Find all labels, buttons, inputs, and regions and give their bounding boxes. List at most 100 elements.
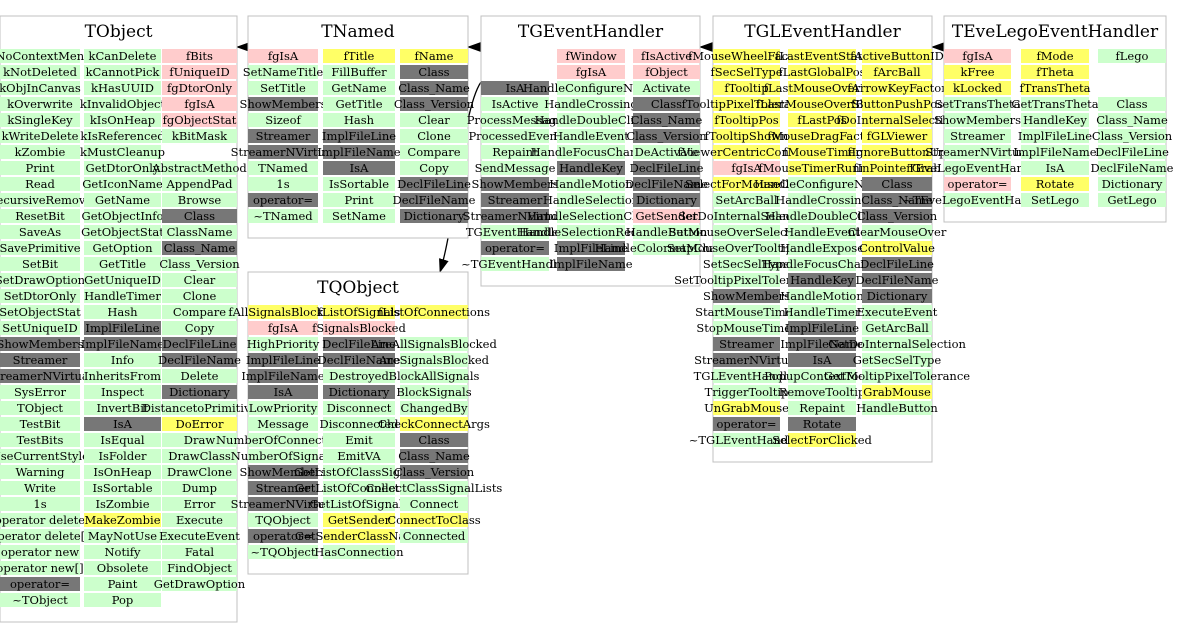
member-label[interactable]: GetListOfClassSignals (294, 465, 424, 479)
member-label[interactable]: SetDtorOnly (4, 289, 77, 303)
member-label[interactable]: ShowMembers (239, 465, 326, 479)
member-label[interactable]: Clear (418, 113, 450, 127)
member-label[interactable]: HandleCrossing (775, 193, 869, 207)
member-label[interactable]: fIsActive (641, 49, 692, 63)
member-label[interactable]: StreamerNVirtual (925, 145, 1030, 159)
member-label[interactable]: Class_Version (394, 97, 475, 111)
member-label[interactable]: StreamerNVirtual (463, 209, 568, 223)
member-label[interactable]: Repaint (799, 401, 845, 415)
member-label[interactable]: operator new (1, 545, 79, 559)
member-label[interactable]: fIgnoreButtonUp (847, 145, 946, 159)
member-label[interactable]: GetSenderClassName (295, 529, 423, 543)
member-label[interactable]: GetName (95, 193, 150, 207)
member-label[interactable]: Dictionary (867, 289, 928, 303)
member-label[interactable]: BlockSignals (396, 385, 471, 399)
member-label[interactable]: Print (26, 161, 55, 175)
member-label[interactable]: Connect (410, 497, 459, 511)
member-label[interactable]: MayNotUse (88, 529, 157, 543)
member-label[interactable]: Class_Version (857, 209, 938, 223)
member-label[interactable]: fgIsA (268, 321, 299, 335)
member-label[interactable]: ClearMouseOver (848, 225, 947, 239)
member-label[interactable]: Rotate (803, 417, 842, 431)
member-label[interactable]: fTooltipPixelTolerance (682, 97, 812, 111)
member-label[interactable]: fTooltipPos (714, 113, 778, 127)
member-label[interactable]: Dictionary (329, 385, 390, 399)
member-label[interactable]: GetTitle (335, 97, 382, 111)
member-label[interactable]: SetSecSelType (703, 257, 790, 271)
member-label[interactable]: ImplFileName (241, 369, 324, 383)
member-label[interactable]: fUniqueID (169, 65, 229, 79)
member-label[interactable]: fgIsA (962, 49, 993, 63)
member-label[interactable]: SetDoInternalSelection (678, 209, 815, 223)
member-label[interactable]: GetTransTheta (1011, 97, 1098, 111)
member-label[interactable]: Print (345, 193, 374, 207)
member-label[interactable]: DeclFileLine (860, 257, 934, 271)
member-label[interactable]: Inspect (101, 385, 144, 399)
member-label[interactable]: FillBuffer (331, 65, 387, 79)
member-label[interactable]: Rotate (1036, 177, 1075, 191)
member-label[interactable]: DeclFileName (318, 353, 401, 367)
member-label[interactable]: fActiveButtonID (850, 49, 944, 63)
member-label[interactable]: TQObject (255, 513, 311, 527)
member-label[interactable]: ChangedBy (401, 401, 468, 415)
member-label[interactable]: fTransTheta (1020, 81, 1091, 95)
member-label[interactable]: fListOfConnections (378, 305, 490, 319)
member-label[interactable]: ImplFileName (317, 145, 400, 159)
member-label[interactable]: ImplFileName (1013, 145, 1096, 159)
member-label[interactable]: fViewerCentricControls (678, 145, 816, 159)
member-label[interactable]: SetLego (1031, 193, 1079, 207)
member-label[interactable]: fTooltip (724, 81, 768, 95)
member-label[interactable]: ~TGLEventHandler (689, 433, 805, 447)
member-label[interactable]: Class_Name (398, 81, 470, 95)
member-label[interactable]: Class_Version (159, 257, 240, 271)
member-label[interactable]: kZombie (15, 145, 66, 159)
member-label[interactable]: TEveLegoEventHandler (908, 161, 1048, 175)
member-label[interactable]: fArcBall (873, 65, 920, 79)
member-label[interactable]: Delete (181, 369, 219, 383)
member-label[interactable]: SavePrimitive (0, 241, 81, 255)
member-label[interactable]: DeclFileLine (163, 337, 237, 351)
member-label[interactable]: SetMouseOverTooltipDelay (667, 241, 827, 255)
member-label[interactable]: HandleFocusChange (762, 257, 883, 271)
member-label[interactable]: ClassName (167, 225, 233, 239)
member-label[interactable]: GetListOfConnections (295, 481, 424, 495)
member-label[interactable]: operator= (947, 177, 1007, 191)
member-label[interactable]: fgDtorOnly (167, 81, 232, 95)
member-label[interactable]: Dump (182, 481, 217, 495)
member-label[interactable]: SetMouseOverSelectDelay (669, 225, 825, 239)
member-label[interactable]: StreamerNVirtual (231, 145, 336, 159)
member-label[interactable]: ImplFileLine (554, 241, 628, 255)
member-label[interactable]: HandleTimer (784, 305, 861, 319)
member-label[interactable]: DeclFileName (393, 193, 476, 207)
member-label[interactable]: 1s (276, 177, 289, 191)
member-label[interactable]: Dictionary (636, 193, 697, 207)
member-label[interactable]: fLastPos (797, 113, 846, 127)
member-label[interactable]: SelectForClicked (772, 433, 872, 447)
member-label[interactable]: kInvalidObject (80, 97, 166, 111)
member-label[interactable]: IsOnHeap (93, 465, 151, 479)
member-label[interactable]: SaveAs (19, 225, 61, 239)
member-label[interactable]: IsActive (492, 97, 539, 111)
member-label[interactable]: IsA (274, 385, 293, 399)
member-label[interactable]: StopMouseTimer (696, 321, 797, 335)
member-label[interactable]: fgObjectStat (163, 113, 237, 127)
member-label[interactable]: fLastMouseOverPos (764, 81, 881, 95)
member-label[interactable]: ResetBit (15, 209, 65, 223)
member-label[interactable]: HandleSelectionRequest (519, 225, 663, 239)
member-label[interactable]: Class (1116, 97, 1147, 111)
member-label[interactable]: ImplFileLine (1018, 129, 1092, 143)
member-label[interactable]: fAllSignalsBlocked (228, 305, 338, 319)
member-label[interactable]: IsSortable (92, 481, 152, 495)
member-label[interactable]: SetTransTheta (935, 97, 1021, 111)
member-label[interactable]: ExecuteEvent (857, 305, 938, 319)
member-label[interactable]: kCannotPick (86, 65, 161, 79)
member-label[interactable]: SetArcBall (715, 193, 778, 207)
member-label[interactable]: Write (24, 481, 56, 495)
member-label[interactable]: IsFolder (98, 449, 147, 463)
member-label[interactable]: GetDrawOption (154, 577, 246, 591)
member-label[interactable]: kMustCleanup (80, 145, 165, 159)
member-label[interactable]: Obsolete (97, 561, 149, 575)
member-label[interactable]: fLastMouseOverShape (756, 97, 889, 111)
member-label[interactable]: IsA (506, 81, 525, 95)
member-label[interactable]: HandleMotion (780, 289, 864, 303)
